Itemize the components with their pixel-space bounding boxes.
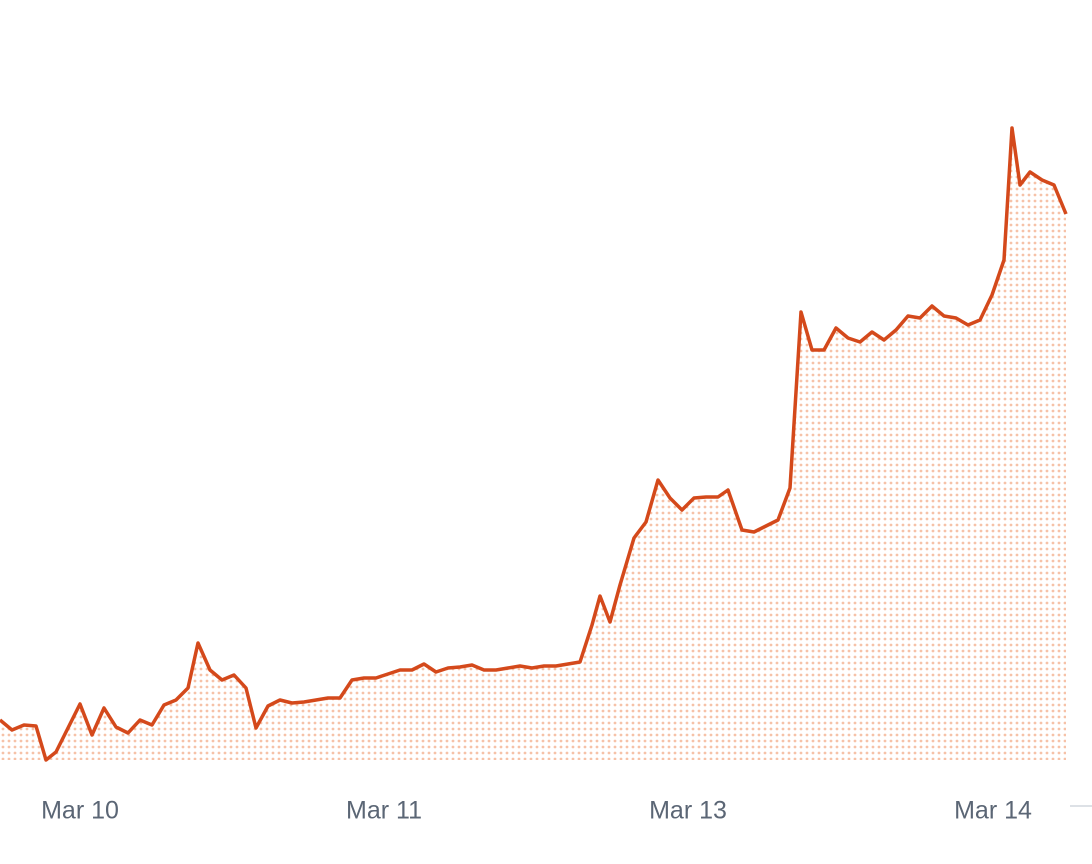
x-tick-label: Mar 11: [346, 797, 422, 825]
x-tick-label: Mar 14: [954, 797, 1032, 825]
x-tick-label: Mar 13: [649, 797, 727, 825]
x-tick-label: Mar 10: [41, 797, 119, 825]
line: [0, 126, 1068, 762]
area: [0, 128, 1066, 760]
